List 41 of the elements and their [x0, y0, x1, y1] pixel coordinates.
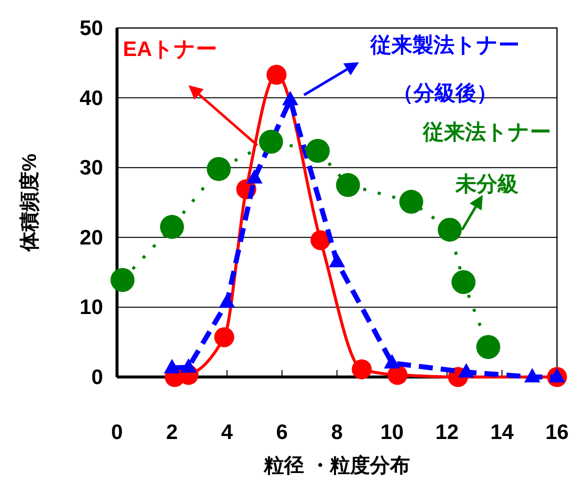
point — [310, 230, 330, 250]
point — [110, 268, 134, 292]
point — [548, 368, 566, 382]
y-tick-label: 20 — [80, 226, 103, 250]
y-tick-label: 50 — [80, 17, 103, 40]
point — [438, 218, 462, 242]
point — [160, 214, 184, 239]
y-axis-title: 体積頻度% — [18, 153, 41, 252]
y-tick-label: 30 — [80, 156, 103, 180]
y-tick-label: 40 — [80, 86, 103, 110]
point — [328, 252, 346, 268]
y-tick-label: 0 — [91, 366, 103, 389]
point — [214, 327, 234, 348]
y-tick-label: 10 — [80, 296, 103, 320]
x-tick-label: 12 — [435, 421, 459, 444]
x-tick-label: 4 — [221, 421, 234, 444]
x-tick-label: 8 — [331, 421, 344, 444]
point — [352, 359, 372, 380]
point — [180, 358, 197, 373]
point — [384, 354, 400, 368]
x-tick-label: 2 — [166, 421, 178, 444]
x-tick-label: 10 — [380, 421, 404, 444]
x-axis-title: 粒径 ・粒度分布 — [263, 454, 410, 477]
point — [524, 368, 540, 382]
point — [476, 334, 500, 359]
text: EAトナー — [122, 37, 218, 63]
point — [206, 156, 231, 181]
x-tick-label: 0 — [111, 421, 123, 444]
point — [336, 173, 360, 198]
x-tick-label: 16 — [545, 421, 569, 444]
point — [259, 130, 283, 154]
x-tick-label: 14 — [490, 421, 514, 444]
point — [452, 270, 476, 294]
point — [266, 64, 286, 85]
point — [399, 190, 424, 214]
x-tick-label: 6 — [276, 421, 288, 444]
text: 従来法トナー未分級 — [423, 121, 551, 196]
point — [218, 293, 236, 308]
point — [388, 364, 408, 385]
point — [164, 358, 180, 374]
point — [306, 138, 330, 163]
